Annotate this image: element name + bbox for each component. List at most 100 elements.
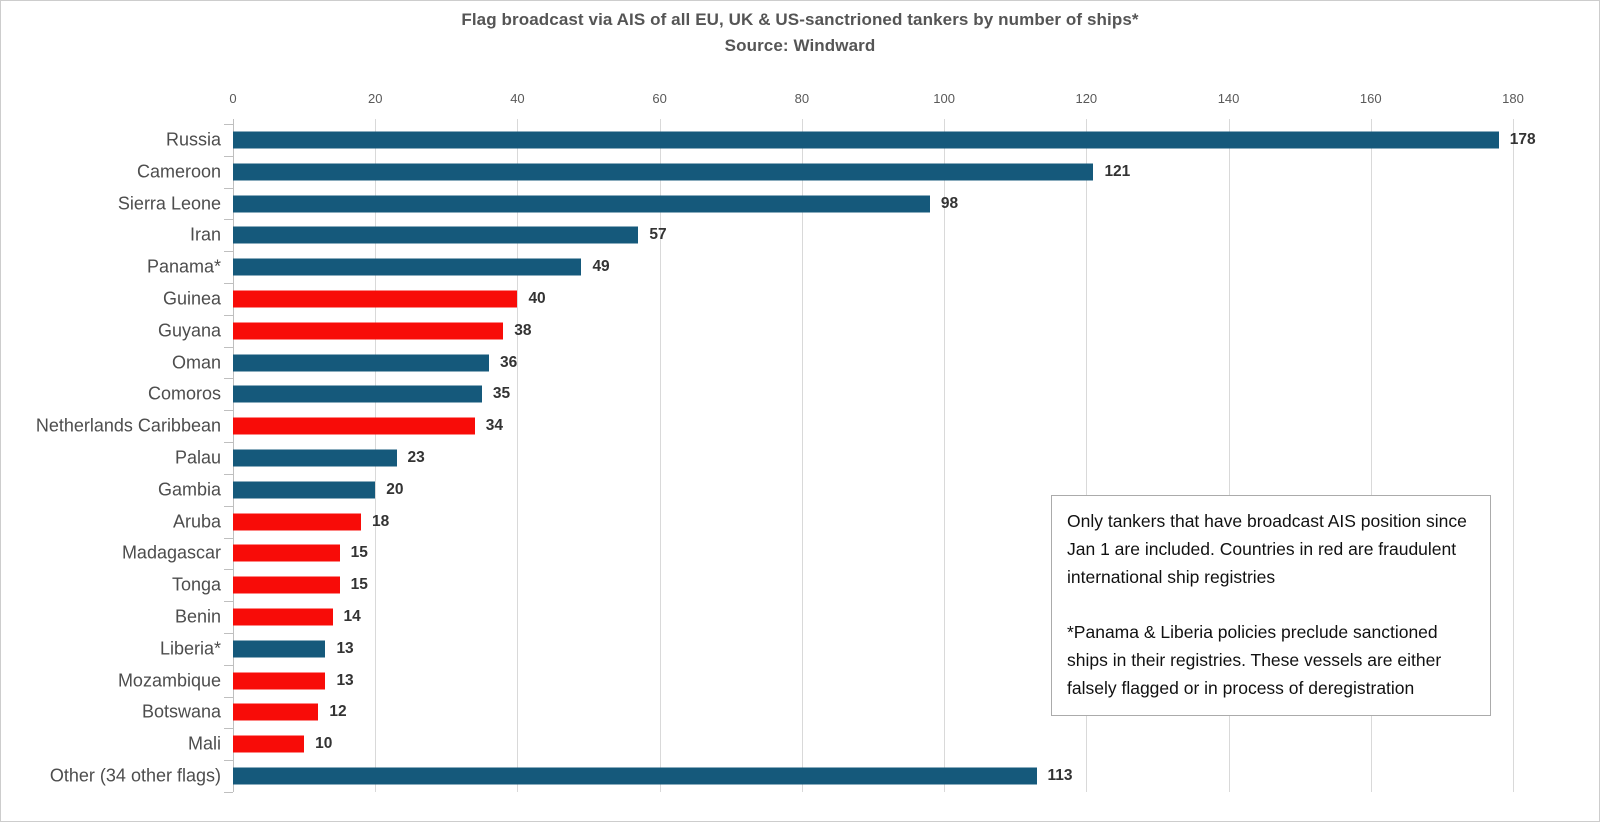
category-axis-tick: [224, 505, 233, 507]
category-label: Palau: [174, 447, 221, 468]
category-axis-tick: [224, 537, 233, 539]
bar: [233, 513, 361, 531]
category-axis-tick: [224, 346, 233, 348]
x-axis-tick-label: 20: [367, 91, 383, 106]
category-label: Comoros: [147, 383, 221, 404]
plot-area: 0 20 40 60 80 100 120 140 160 180 Russia 178 Cameroo…: [36, 91, 1536, 793]
value-label: 35: [492, 385, 511, 403]
bar: [233, 226, 639, 244]
category-axis-tick: [224, 664, 233, 666]
bar-row: Guinea 40: [163, 283, 1513, 315]
gridline: [801, 119, 803, 792]
value-label: 34: [485, 417, 504, 435]
value-label: 10: [315, 735, 333, 753]
value-label: 15: [350, 576, 368, 594]
bar-row: Aruba 18: [173, 506, 1513, 538]
chart-title: Flag broadcast via AIS of all EU, UK & U…: [461, 10, 1139, 29]
bar: [233, 195, 930, 212]
category-axis-tick: [224, 187, 233, 189]
bar: [233, 290, 518, 308]
gridline: [1370, 119, 1372, 792]
annotation-paragraph-2: *Panama & Liberia policies preclude sanc…: [1067, 622, 1442, 698]
value-label: 36: [500, 353, 518, 371]
gridline: [1086, 119, 1088, 792]
bar: [233, 481, 376, 499]
category-label: Iran: [189, 224, 221, 245]
category-label: Gambia: [157, 479, 221, 500]
category-label: Russia: [165, 129, 221, 150]
category-label: Benin: [174, 606, 221, 627]
x-axis-tick-label: 140: [1217, 91, 1240, 106]
bar: [233, 576, 340, 594]
bar-row: Tonga 15: [172, 569, 1513, 601]
bar-row: Mozambique 13: [118, 665, 1513, 697]
bar-row: Gambia 20: [158, 474, 1513, 506]
category-label: Tonga: [171, 574, 221, 595]
gridline: [1228, 119, 1230, 792]
value-label: 98: [940, 194, 959, 212]
x-axis-tick-label: 40: [510, 91, 525, 106]
category-label: Liberia*: [159, 638, 221, 659]
gridline: [1513, 119, 1514, 792]
x-axis-tick-label: 160: [1359, 91, 1382, 106]
bar-row: Netherlands Caribbean 34: [36, 410, 1513, 442]
bar: [233, 131, 1499, 149]
category-label: Botswana: [141, 701, 221, 722]
category-label: Mozambique: [117, 670, 221, 691]
chart-subtitle: Source: Windward: [724, 36, 876, 55]
bar-row: Oman 36: [172, 347, 1513, 379]
category-label: Guyana: [157, 320, 221, 341]
category-label: Other (34 other flags): [49, 765, 221, 786]
annotation-paragraph-1: Only tankers that have broadcast AIS pos…: [1067, 511, 1467, 587]
bar-row: Liberia* 13: [160, 633, 1513, 665]
category-label: Aruba: [172, 511, 221, 532]
category-axis-tick: [224, 473, 233, 475]
bar-row: Mali 10: [188, 728, 1513, 760]
value-label: 23: [407, 448, 425, 466]
category-axis-tick: [224, 632, 233, 634]
bar: [233, 640, 326, 658]
bar: [233, 608, 333, 626]
bar-row: Other (34 other flags) 113: [50, 760, 1513, 792]
bar: [233, 322, 504, 340]
bar-row: Iran 57: [190, 219, 1513, 251]
value-label: 38: [514, 321, 532, 339]
value-label: 113: [1047, 767, 1073, 785]
bar-row: Cameroon 121: [137, 156, 1513, 188]
value-label: 178: [1509, 130, 1536, 148]
category-label: Guinea: [162, 288, 221, 309]
bar: [233, 672, 326, 690]
x-axis-tick-label: 180: [1502, 91, 1524, 106]
value-label: 14: [343, 608, 361, 626]
bar-row: Palau 23: [175, 442, 1513, 474]
value-label: 121: [1104, 162, 1131, 180]
category-axis-tick: [224, 378, 233, 380]
bar: [233, 258, 582, 276]
bar-row: Sierra Leone 98: [118, 188, 1513, 220]
value-label: 15: [350, 544, 368, 562]
value-label: 12: [329, 703, 347, 721]
category-label: Netherlands Caribbean: [35, 415, 221, 436]
category-axis-tick: [224, 442, 233, 444]
annotation-box: Only tankers that have broadcast AIS pos…: [1051, 495, 1491, 716]
category-label: Cameroon: [136, 161, 221, 182]
category-label: Sierra Leone: [117, 193, 221, 213]
bar-row: Madagascar 15: [122, 538, 1513, 570]
bar-row: Comoros 35: [148, 378, 1513, 410]
category-axis-tick: [224, 601, 233, 603]
bar: [233, 735, 305, 753]
category-label: Panama*: [146, 256, 221, 277]
value-label: 49: [592, 258, 610, 276]
bar: [233, 449, 397, 467]
bar: [233, 544, 340, 562]
bar-row: Russia 178: [166, 124, 1536, 156]
x-axis-tick-label: 120: [1075, 91, 1098, 106]
x-axis-tick-label: 80: [794, 91, 810, 106]
value-label: 18: [372, 512, 390, 530]
category-label: Madagascar: [121, 542, 221, 563]
gridline: [659, 119, 661, 792]
category-axis-tick: [224, 696, 233, 698]
bar-row: Botswana 12: [142, 697, 1513, 729]
category-axis-tick: [224, 124, 233, 125]
